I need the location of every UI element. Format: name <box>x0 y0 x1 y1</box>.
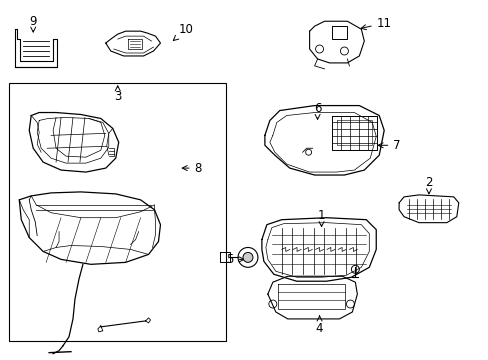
Text: 2: 2 <box>425 176 432 194</box>
Text: 11: 11 <box>360 17 391 30</box>
Bar <box>9 83 225 341</box>
Text: 8: 8 <box>182 162 202 175</box>
Text: 6: 6 <box>313 102 321 120</box>
Text: 10: 10 <box>173 23 193 41</box>
Text: 7: 7 <box>377 139 400 152</box>
Text: 5: 5 <box>226 253 244 266</box>
Text: 9: 9 <box>29 15 37 32</box>
Circle shape <box>243 252 252 262</box>
Text: 1: 1 <box>317 209 325 226</box>
Text: 4: 4 <box>315 316 323 336</box>
Text: 3: 3 <box>114 86 121 103</box>
